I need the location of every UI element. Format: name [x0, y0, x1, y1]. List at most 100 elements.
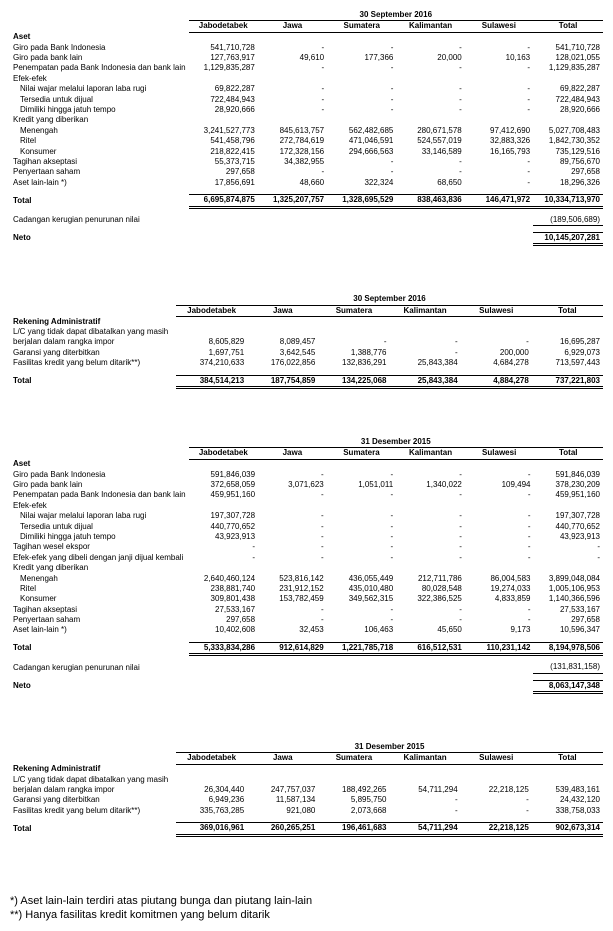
- cell-value: 26,304,440: [176, 785, 247, 795]
- section-title: Rekening Administratif: [10, 317, 176, 327]
- cell-value: 153,782,459: [258, 594, 327, 604]
- column-header: Total: [532, 305, 603, 316]
- total-label: Total: [10, 195, 189, 207]
- cell-value: -: [258, 43, 327, 53]
- cell-value: 322,386,525: [396, 594, 465, 604]
- cell-value: 97,412,690: [465, 126, 533, 136]
- cell-value: [318, 327, 389, 337]
- cell-value: 10,596,347: [533, 625, 603, 635]
- neto-value: 10,145,207,281: [533, 232, 603, 244]
- cell-value: 48,660: [258, 178, 327, 188]
- date-header: 31 Desember 2015: [189, 437, 603, 448]
- row-label: Menengah: [10, 126, 189, 136]
- cell-value: 297,658: [189, 167, 258, 177]
- row-label: Konsumer: [10, 147, 189, 157]
- total-value: 260,265,251: [247, 823, 318, 835]
- cell-value: 8,605,829: [176, 337, 247, 347]
- cell-value: -: [465, 615, 534, 625]
- total-value: 5,333,834,286: [189, 642, 258, 654]
- cell-value: [258, 563, 327, 573]
- cell-value: -: [327, 63, 396, 73]
- cell-value: -: [465, 157, 533, 167]
- cell-value: [189, 501, 258, 511]
- cell-value: -: [327, 43, 396, 53]
- footnote-1: *) Aset lain-lain terdiri atas piutang b…: [10, 895, 603, 907]
- row-label: Tersedia untuk dijual: [10, 522, 189, 532]
- cell-value: 2,073,668: [318, 806, 389, 816]
- row-label: berjalan dalam rangka impor: [10, 785, 176, 795]
- cell-value: [533, 115, 603, 125]
- cell-value: 188,492,265: [318, 785, 389, 795]
- total-value: 1,325,207,757: [258, 195, 327, 207]
- financial-table-3: 31 Desember 2015JabodetabekJawaSumateraK…: [10, 742, 603, 885]
- cell-value: 69,822,287: [189, 84, 258, 94]
- column-header: Sumatera: [327, 21, 396, 32]
- cell-value: 297,658: [189, 615, 258, 625]
- row-label: Menengah: [10, 574, 189, 584]
- cell-value: 4,833,859: [465, 594, 534, 604]
- financial-table-1: 30 September 2016JabodetabekJawaSumatera…: [10, 294, 603, 437]
- column-header: Jawa: [247, 305, 318, 316]
- cell-value: 16,165,793: [465, 147, 533, 157]
- column-header: Jabodetabek: [189, 448, 258, 459]
- cell-value: -: [258, 63, 327, 73]
- cell-value: 17,856,691: [189, 178, 258, 188]
- cell-value: [318, 775, 389, 785]
- cell-value: 297,658: [533, 167, 603, 177]
- column-header: Jawa: [247, 753, 318, 764]
- cell-value: 713,597,443: [532, 358, 603, 368]
- cell-value: -: [465, 490, 534, 500]
- total-value: 369,016,961: [176, 823, 247, 835]
- cell-value: -: [189, 553, 258, 563]
- cell-value: 200,000: [461, 348, 532, 358]
- cell-value: 1,842,730,352: [533, 136, 603, 146]
- row-label: Efek-efek: [10, 74, 189, 84]
- row-label: Garansi yang diterbitkan: [10, 348, 176, 358]
- column-header: Kalimantan: [396, 21, 464, 32]
- cell-value: 349,562,315: [327, 594, 396, 604]
- cell-value: 89,756,670: [533, 157, 603, 167]
- cell-value: -: [465, 470, 534, 480]
- date-header: 30 September 2016: [176, 294, 603, 305]
- cell-value: -: [258, 522, 327, 532]
- cell-value: 3,899,048,084: [533, 574, 603, 584]
- cell-value: [396, 501, 465, 511]
- row-label: Giro pada Bank Indonesia: [10, 43, 189, 53]
- row-label: Kredit yang diberikan: [10, 563, 189, 573]
- cell-value: -: [258, 105, 327, 115]
- cell-value: [327, 115, 396, 125]
- cell-value: 20,000: [396, 53, 464, 63]
- cell-value: 459,951,160: [189, 490, 258, 500]
- row-label: Dimiliki hingga jatuh tempo: [10, 532, 189, 542]
- cell-value: -: [396, 615, 465, 625]
- cell-value: 238,881,740: [189, 584, 258, 594]
- cell-value: -: [327, 95, 396, 105]
- total-value: 196,461,683: [318, 823, 389, 835]
- cell-value: 176,022,856: [247, 358, 318, 368]
- cell-value: 197,307,728: [189, 511, 258, 521]
- total-value: 10,334,713,970: [533, 195, 603, 207]
- row-label: Giro pada Bank Indonesia: [10, 470, 189, 480]
- cell-value: -: [396, 532, 465, 542]
- cell-value: 24,432,120: [532, 795, 603, 805]
- cell-value: [396, 563, 465, 573]
- column-header: Sumatera: [318, 305, 389, 316]
- cell-value: -: [465, 178, 533, 188]
- cell-value: 34,382,955: [258, 157, 327, 167]
- cell-value: 591,846,039: [189, 470, 258, 480]
- financial-table-0: 30 September 2016JabodetabekJawaSumatera…: [10, 10, 603, 294]
- cell-value: 197,307,728: [533, 511, 603, 521]
- cell-value: 128,021,055: [533, 53, 603, 63]
- total-value: 25,843,384: [390, 375, 461, 387]
- row-label: Aset lain-lain *): [10, 625, 189, 635]
- row-label: Efek-efek: [10, 501, 189, 511]
- cell-value: -: [461, 806, 532, 816]
- neto-label: Neto: [10, 680, 189, 692]
- cell-value: -: [396, 605, 465, 615]
- cell-value: -: [396, 542, 465, 552]
- column-header: Kalimantan: [396, 448, 465, 459]
- row-label: Nilai wajar melalui laporan laba rugi: [10, 84, 189, 94]
- column-header: Total: [533, 448, 603, 459]
- cell-value: 231,912,152: [258, 584, 327, 594]
- cell-value: 294,666,563: [327, 147, 396, 157]
